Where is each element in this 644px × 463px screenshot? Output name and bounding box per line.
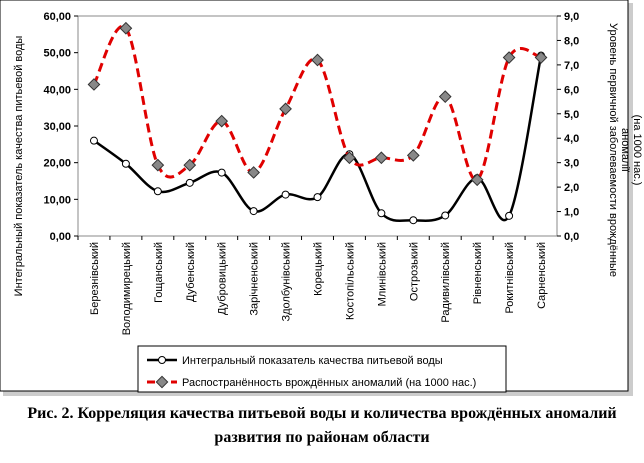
- y-tick-label: 50,00: [43, 48, 71, 60]
- legend-marker: [155, 375, 169, 389]
- marker: [151, 158, 165, 172]
- x-tick-label: Березнівський: [89, 242, 101, 315]
- y-axis-title: Интегральный показатель качества питьево…: [13, 36, 25, 297]
- x-tick-label: Корецький: [313, 242, 325, 296]
- y2-tick-label: 7,0: [564, 60, 579, 72]
- y-tick-label: 20,00: [43, 158, 71, 170]
- caption: Рис. 2. Корреляция качества питьевой вод…: [27, 405, 617, 446]
- y-tick-label: 30,00: [43, 121, 71, 133]
- y2-tick-label: 9,0: [564, 11, 579, 23]
- marker: [247, 166, 260, 179]
- y2-tick-label: 6,0: [564, 84, 579, 96]
- y2-tick-label: 3,0: [564, 158, 579, 170]
- marker: [438, 90, 452, 104]
- x-tick-label: Дубровицький: [217, 242, 229, 315]
- marker: [281, 190, 290, 199]
- x-tick-label: Гощанський: [153, 242, 165, 303]
- x-tick-label: Дубенський: [185, 242, 197, 302]
- y2-tick-label: 1,0: [564, 207, 579, 219]
- x-tick-label: Острозький: [408, 242, 420, 301]
- y2-axis-title: (на 1000 нас.): [631, 115, 643, 186]
- legend-label: Распостранённость врождённых аномалий (н…: [182, 377, 476, 389]
- chart: 0,00 10,00 20,00 30,00 40,00 50,00 60,00 0,0 1,0…: [0, 0, 643, 396]
- marker: [534, 51, 548, 64]
- marker: [377, 209, 386, 218]
- marker: [185, 178, 194, 187]
- y-tick-label: 0,00: [50, 231, 71, 243]
- marker: [406, 148, 420, 162]
- marker: [153, 187, 162, 196]
- x-tick-label: Володимирецький: [121, 242, 133, 335]
- y2-tick-label: 8,0: [564, 35, 579, 47]
- marker: [249, 207, 258, 216]
- marker: [409, 216, 418, 225]
- legend-box: [137, 345, 507, 393]
- y2-tick-label: 2,0: [564, 182, 579, 194]
- y-tick-label: 40,00: [43, 84, 71, 96]
- marker: [441, 211, 450, 220]
- x-tick-label: Сарненський: [536, 242, 548, 309]
- x-tick-label: Здолбунівський: [281, 242, 293, 322]
- y2-tick-label: 5,0: [564, 109, 579, 121]
- marker: [505, 211, 514, 220]
- x-tick-label: Рівненський: [472, 242, 484, 304]
- x-tick-label: Рокитнівський: [504, 242, 516, 314]
- x-tick-label: Радивилівський: [440, 242, 452, 323]
- marker: [215, 114, 229, 128]
- marker: [89, 136, 98, 145]
- marker: [183, 158, 197, 172]
- x-tick-label: Зарічненський: [249, 242, 261, 316]
- marker: [343, 151, 356, 165]
- y-tick-label: 60,00: [43, 11, 71, 23]
- legend-marker: [158, 356, 166, 364]
- marker: [313, 193, 322, 202]
- marker: [87, 78, 101, 91]
- marker: [119, 21, 133, 35]
- marker: [470, 173, 484, 187]
- y2-axis-title: Уровень первичной заболеваемости врождён…: [607, 23, 619, 277]
- x-tick-label: Костопільський: [344, 242, 356, 320]
- y2-tick-label: 4,0: [564, 133, 579, 145]
- marker: [375, 151, 388, 165]
- y2-tick-label: 0,0: [564, 231, 579, 243]
- y2-axis-title: аномалії: [619, 128, 631, 172]
- y-tick-label: 10,00: [43, 194, 71, 206]
- marker: [121, 159, 130, 168]
- marker: [217, 168, 226, 177]
- marker: [279, 102, 292, 116]
- marker: [502, 51, 516, 64]
- marker: [311, 53, 324, 67]
- x-tick-label: Млинівський: [376, 242, 388, 306]
- legend-label: Интегральный показатель качества питьево…: [182, 355, 443, 367]
